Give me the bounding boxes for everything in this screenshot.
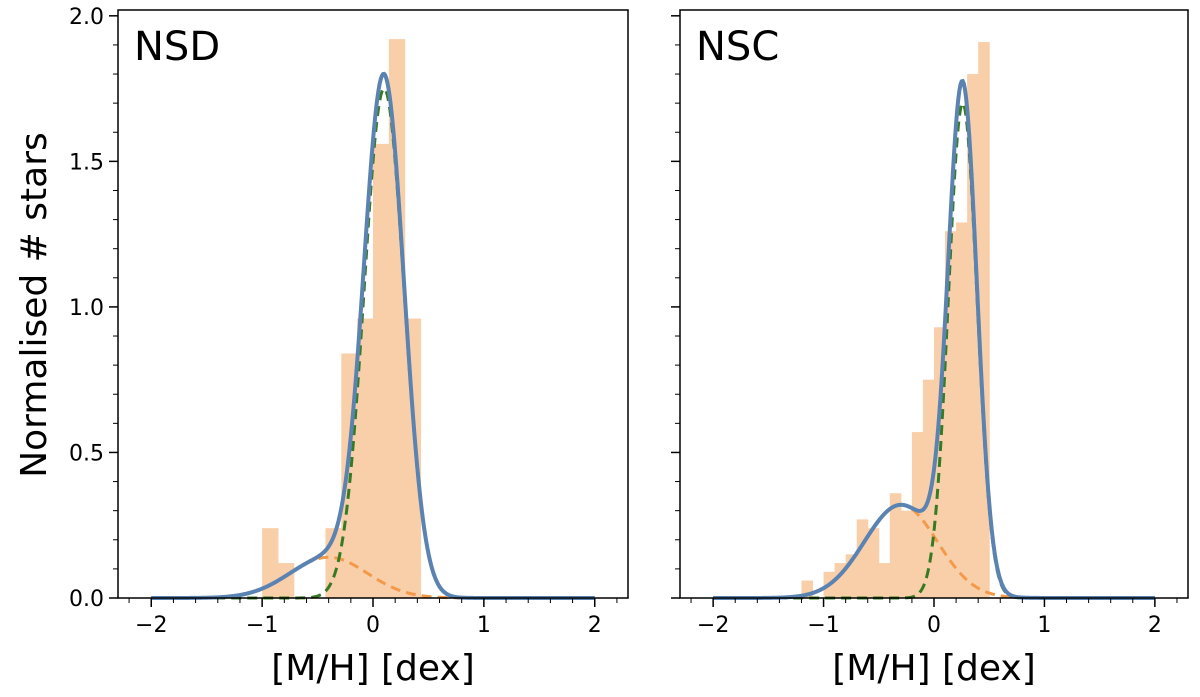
histogram-bar [978, 42, 990, 599]
histogram-bar [967, 74, 979, 598]
y-tick-label: 0.5 [69, 441, 104, 466]
x-axis-label: [M/H] [dex] [832, 648, 1036, 689]
histogram-bar [878, 563, 891, 598]
x-tick-label: 0 [366, 613, 380, 638]
histogram-bar [889, 493, 902, 598]
histogram-bar [945, 231, 957, 598]
histogram-bar [834, 563, 847, 598]
histogram-bar [801, 580, 814, 598]
y-tick-label: 2.0 [69, 5, 104, 30]
histogram-bar [856, 519, 869, 598]
histogram-bar [900, 510, 913, 598]
x-tick-label: −1 [246, 613, 278, 638]
histogram-bar [845, 554, 858, 598]
histogram-bar [867, 528, 880, 598]
panel-nsd: −2 −1 0 1 2 0.0 0.5 1.0 1.5 2.0 NSD [M/H] [dex] [69, 5, 629, 689]
histogram-bar [388, 39, 406, 599]
histogram-bar [404, 318, 422, 598]
x-tick-label: 0 [927, 613, 941, 638]
histogram-bar [922, 379, 935, 598]
plot-frame [117, 9, 629, 599]
x-tick-label: −1 [807, 613, 839, 638]
panel-title: NSC [696, 24, 779, 70]
histogram-bars [801, 42, 990, 599]
histogram-bar [373, 143, 390, 598]
x-tick-label: 2 [588, 613, 602, 638]
y-tick-label: 1.0 [69, 296, 104, 321]
x-tick-label: 1 [1037, 613, 1051, 638]
plot-frame [679, 9, 1189, 599]
histogram-bar [956, 222, 968, 598]
y-tick-label: 0.0 [69, 587, 104, 612]
axis-ticks: −2 −1 0 1 2 [671, 15, 1178, 638]
panel-nsc: −2 −1 0 1 2 NSC [M/H] [dex] [671, 9, 1189, 689]
axis-ticks: −2 −1 0 1 2 0.0 0.5 1.0 1.5 2.0 [69, 5, 618, 638]
x-axis-label: [M/H] [dex] [271, 648, 475, 689]
x-tick-label: −2 [697, 613, 729, 638]
y-axis-label: Normalised # stars [14, 132, 55, 478]
x-tick-label: 2 [1148, 613, 1162, 638]
panel-title: NSD [134, 24, 220, 70]
y-tick-label: 1.5 [69, 150, 104, 175]
histogram-bar [357, 318, 374, 598]
x-tick-label: −2 [135, 613, 167, 638]
x-tick-label: 1 [477, 613, 491, 638]
